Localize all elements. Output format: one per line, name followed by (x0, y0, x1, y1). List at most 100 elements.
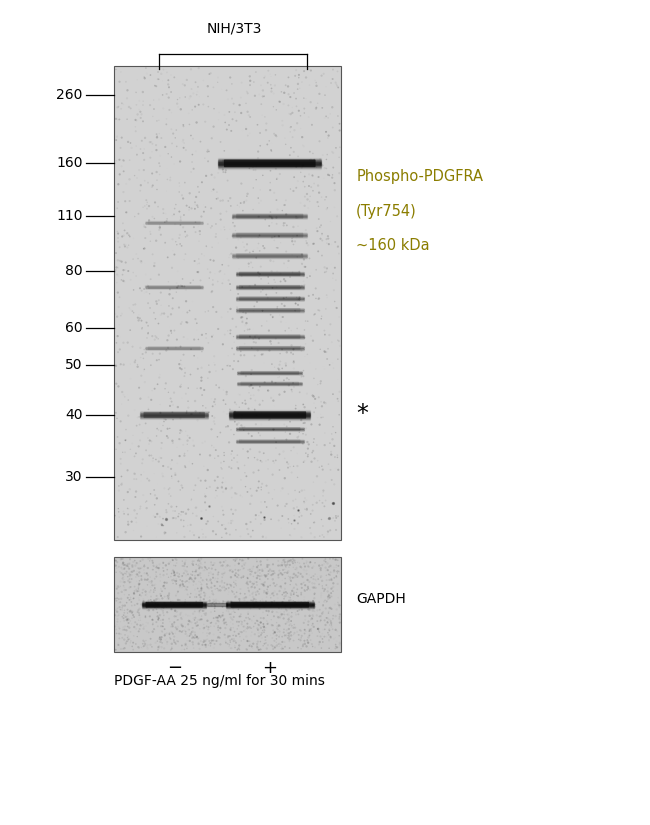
Point (254, 629, 264, 643)
Point (259, 495, 270, 508)
Point (160, 215, 170, 229)
Point (237, 421, 248, 434)
Point (134, 578, 144, 592)
Point (179, 176, 190, 189)
Point (170, 467, 181, 480)
Point (211, 444, 221, 457)
Point (334, 640, 345, 653)
Point (131, 638, 141, 651)
Point (210, 267, 220, 280)
Point (139, 558, 150, 571)
Point (129, 467, 140, 480)
Point (321, 233, 332, 246)
Point (189, 529, 200, 542)
Point (122, 634, 133, 648)
Point (123, 485, 133, 498)
Point (315, 134, 325, 148)
Point (242, 572, 253, 585)
Point (276, 580, 286, 593)
Point (274, 229, 284, 243)
Point (140, 496, 151, 509)
Point (122, 565, 132, 578)
Point (141, 588, 151, 601)
Point (294, 265, 304, 278)
Point (250, 586, 261, 599)
Point (123, 394, 133, 407)
Point (309, 605, 320, 618)
Point (128, 643, 138, 656)
Point (160, 582, 170, 595)
Point (237, 490, 248, 503)
Point (259, 625, 269, 639)
Point (189, 254, 200, 267)
Point (318, 520, 328, 533)
Point (129, 450, 140, 463)
Point (214, 595, 224, 608)
Point (254, 136, 265, 149)
Point (328, 580, 339, 593)
Point (144, 214, 154, 227)
Point (240, 623, 250, 636)
Point (218, 580, 229, 593)
Point (301, 494, 311, 507)
Point (154, 353, 164, 366)
Point (292, 290, 302, 304)
Point (187, 635, 198, 648)
Point (195, 448, 205, 461)
Point (157, 584, 167, 597)
Point (275, 167, 285, 181)
Point (135, 555, 145, 568)
Point (164, 91, 174, 104)
Point (174, 584, 184, 597)
Point (311, 282, 321, 295)
Point (317, 227, 327, 240)
Point (284, 611, 294, 625)
Point (162, 576, 172, 589)
Point (156, 131, 166, 144)
Point (313, 304, 324, 317)
Point (201, 640, 211, 653)
Point (174, 177, 185, 190)
Point (219, 144, 229, 158)
Point (263, 64, 274, 78)
Point (207, 273, 218, 286)
Point (272, 597, 283, 610)
Point (196, 505, 207, 518)
Point (125, 570, 135, 583)
Point (139, 220, 150, 233)
Point (248, 610, 259, 623)
Point (131, 98, 142, 111)
Point (167, 454, 177, 467)
Point (205, 639, 216, 653)
Point (159, 601, 169, 615)
Point (254, 644, 264, 657)
Point (333, 394, 343, 408)
Point (167, 434, 177, 447)
Point (151, 530, 162, 544)
Point (111, 359, 121, 372)
Point (179, 598, 189, 611)
Point (190, 569, 200, 582)
Point (159, 412, 170, 426)
Point (194, 98, 204, 111)
Point (250, 404, 261, 417)
Point (254, 644, 264, 657)
Point (299, 292, 309, 305)
Point (331, 553, 341, 566)
Point (239, 349, 250, 362)
Point (219, 446, 229, 460)
Point (332, 603, 342, 616)
Point (240, 591, 251, 604)
Point (122, 610, 133, 624)
Point (111, 566, 122, 579)
Point (207, 562, 217, 575)
Point (222, 578, 232, 591)
Point (217, 276, 228, 290)
Point (222, 232, 233, 245)
Point (168, 559, 179, 572)
Point (151, 453, 161, 466)
Point (320, 582, 330, 596)
Point (157, 614, 167, 627)
Point (294, 293, 305, 306)
Point (242, 190, 252, 203)
